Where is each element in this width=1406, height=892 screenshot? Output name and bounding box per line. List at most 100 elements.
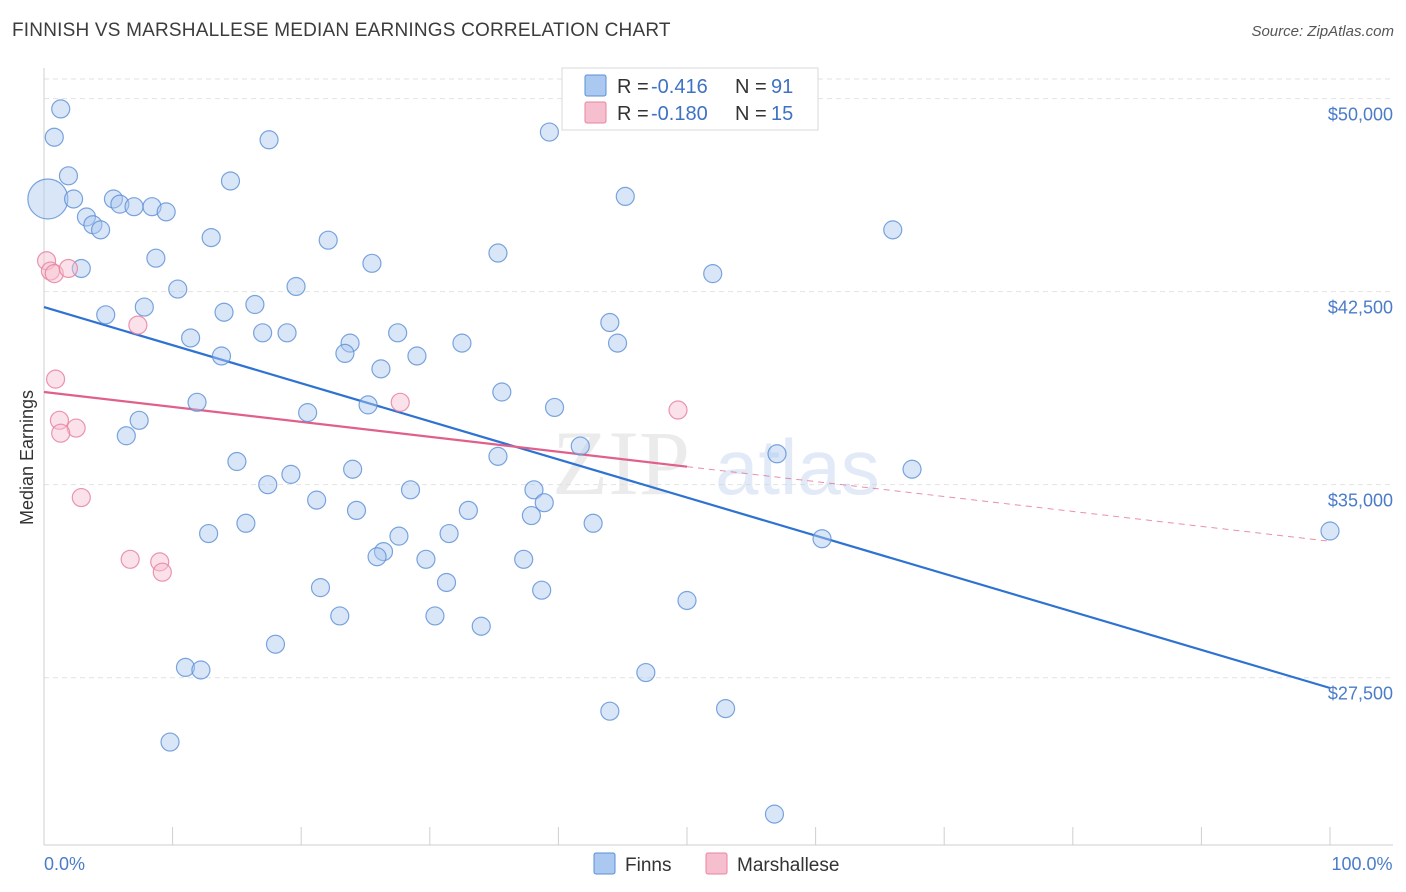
marshallese-point [58, 258, 79, 279]
finns-point [129, 410, 149, 430]
finns-point [532, 580, 552, 600]
finns-point [116, 426, 136, 446]
chart-source: Source: ZipAtlas.com [1251, 23, 1394, 40]
y-tick-label: $27,500 [1328, 684, 1393, 704]
finns-point [371, 359, 391, 379]
bottom-legend-label-marshallese: Marshallese [737, 855, 839, 876]
marshallese-point [668, 400, 688, 420]
finns-point [492, 382, 512, 402]
y-axis-label: Median Earnings [17, 390, 37, 525]
legend-swatch-finns [584, 74, 607, 97]
finns-point [600, 701, 620, 721]
finns-point [343, 459, 363, 479]
finns-point [187, 392, 207, 412]
finns-point [51, 99, 71, 119]
finns-point [211, 346, 232, 366]
legend-n-label-marshallese: N = [735, 103, 767, 125]
finns-point [362, 253, 382, 273]
finns-point [199, 523, 219, 544]
finns-point [534, 493, 554, 513]
finns-point [514, 549, 534, 569]
finns-point [488, 446, 508, 466]
finns-point [471, 616, 491, 636]
finns-point [488, 243, 508, 263]
legend-r-label-marshallese: R = [617, 103, 649, 125]
finns-point [63, 189, 84, 209]
y-tick-label: $42,500 [1328, 298, 1393, 318]
finns-point [677, 590, 697, 611]
y-tick-label: $35,000 [1328, 491, 1393, 511]
axis-layer [43, 68, 1393, 846]
finns-point [436, 572, 457, 593]
bottom-legend-label-finns: Finns [625, 855, 671, 876]
finns-point [245, 294, 265, 315]
finns-point [181, 328, 201, 348]
finns-point [539, 122, 559, 142]
marshallese-point [45, 369, 66, 389]
finns-point [767, 444, 787, 464]
legend-n-value-marshallese: 15 [771, 103, 793, 125]
bottom-legend-swatch-marshallese [705, 852, 728, 875]
bottom-legend-swatch-finns [593, 852, 616, 875]
finns-point [110, 194, 130, 214]
finns-point [168, 279, 188, 299]
finns-trend-line [43, 306, 1331, 690]
finns-point [883, 220, 903, 240]
y-tick-label: $50,000 [1328, 105, 1393, 125]
marshallese-trend-line [43, 390, 688, 468]
finns-point [156, 202, 176, 222]
points-layer [27, 99, 1340, 824]
finns-point [201, 227, 221, 248]
finns-point [318, 230, 338, 250]
finns-point [335, 343, 355, 364]
finns-point [134, 297, 154, 317]
finns-point [253, 323, 273, 343]
finns-point [583, 513, 603, 533]
finns-point [400, 480, 421, 500]
marshallese-point [66, 418, 86, 438]
marshallese-trend-extension [686, 466, 1331, 542]
marshallese-point [390, 392, 410, 412]
watermark: ZIP atlas [552, 412, 880, 514]
finns-point [458, 500, 478, 521]
x-tick-label: 100.0% [1331, 854, 1392, 874]
finns-point [425, 606, 445, 626]
finns-point [521, 505, 541, 526]
finns-point [524, 480, 544, 500]
finns-point [90, 220, 111, 240]
chart-title: FINNISH VS MARSHALLESE MEDIAN EARNINGS C… [12, 20, 671, 41]
finns-point [277, 323, 297, 343]
finns-point [175, 657, 196, 678]
watermark-atlas: atlas [715, 423, 880, 511]
finns-point [346, 500, 367, 521]
finns-point [310, 578, 331, 598]
finns-point [286, 276, 306, 297]
finns-point [103, 189, 124, 209]
finns-point [416, 549, 436, 569]
finns-point [407, 346, 427, 366]
finns-point [330, 606, 350, 626]
finns-point [298, 403, 318, 423]
finns-point [764, 804, 785, 824]
finns-point [281, 464, 301, 484]
finns-point [236, 513, 256, 533]
finns-point [439, 523, 459, 544]
finns-point [607, 333, 628, 353]
finns-point [615, 186, 635, 207]
finns-point [265, 634, 286, 654]
marshallese-point [71, 487, 91, 508]
finns-point [58, 166, 79, 186]
finns-point [307, 490, 327, 510]
finns-point [715, 698, 736, 719]
marshallese-point [44, 264, 64, 284]
legend-n-label-finns: N = [735, 76, 767, 98]
finns-point [373, 541, 394, 562]
finns-point [902, 459, 922, 479]
finns-point [142, 197, 162, 217]
finns-point [340, 333, 360, 353]
finns-point [812, 529, 832, 549]
legend-r-label-finns: R = [617, 76, 649, 98]
finns-point [367, 547, 387, 567]
